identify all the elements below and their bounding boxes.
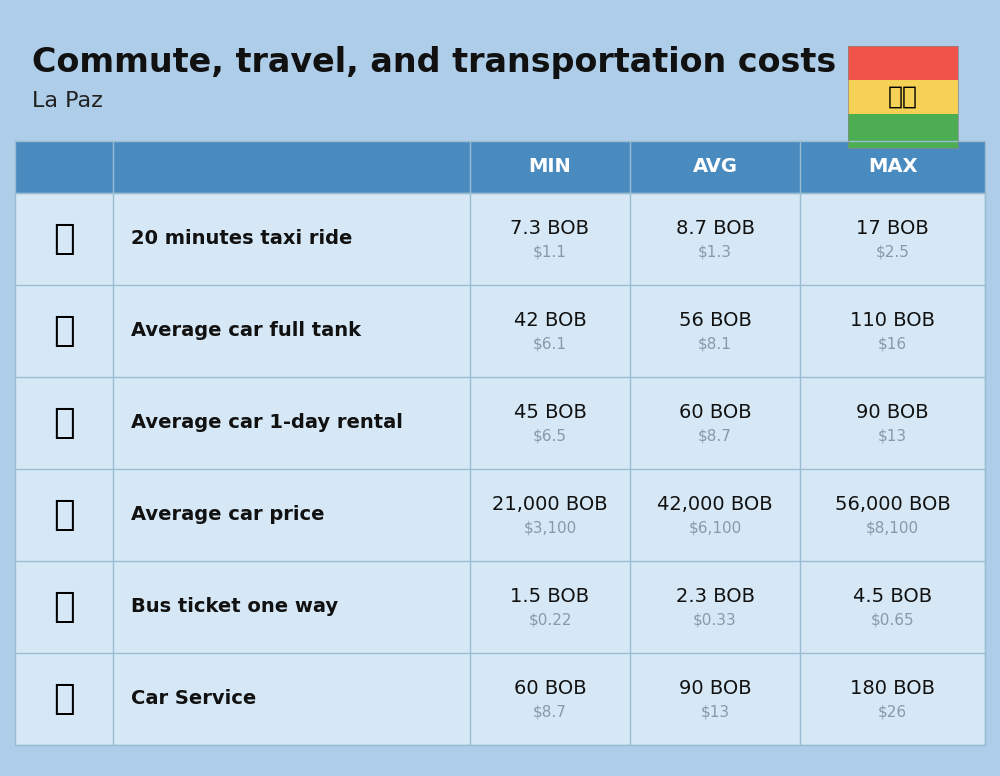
Text: 42 BOB: 42 BOB bbox=[514, 310, 586, 330]
Bar bbox=[848, 46, 958, 80]
Text: Average car 1-day rental: Average car 1-day rental bbox=[131, 414, 403, 432]
Bar bbox=[15, 653, 985, 745]
Bar bbox=[15, 193, 985, 285]
Text: 20 minutes taxi ride: 20 minutes taxi ride bbox=[131, 230, 352, 248]
Text: 🚕: 🚕 bbox=[53, 222, 75, 256]
Text: 90 BOB: 90 BOB bbox=[679, 678, 751, 698]
Text: $6,100: $6,100 bbox=[688, 521, 742, 535]
Text: 110 BOB: 110 BOB bbox=[850, 310, 935, 330]
Text: 21,000 BOB: 21,000 BOB bbox=[492, 494, 608, 514]
Text: 56,000 BOB: 56,000 BOB bbox=[835, 494, 950, 514]
Text: $16: $16 bbox=[878, 337, 907, 352]
Text: $1.1: $1.1 bbox=[533, 244, 567, 259]
Text: $13: $13 bbox=[700, 705, 730, 719]
Text: $8,100: $8,100 bbox=[866, 521, 919, 535]
Text: 🚗: 🚗 bbox=[53, 682, 75, 716]
Text: 1.5 BOB: 1.5 BOB bbox=[510, 587, 590, 605]
Text: 90 BOB: 90 BOB bbox=[856, 403, 929, 421]
Text: 🚙: 🚙 bbox=[53, 406, 75, 440]
Text: 🚌: 🚌 bbox=[53, 590, 75, 624]
Bar bbox=[15, 141, 985, 745]
Bar bbox=[15, 141, 985, 193]
Text: 8.7 BOB: 8.7 BOB bbox=[676, 219, 755, 237]
Text: La Paz: La Paz bbox=[32, 91, 103, 111]
Bar bbox=[848, 114, 958, 148]
Text: $0.33: $0.33 bbox=[693, 612, 737, 628]
Text: 45 BOB: 45 BOB bbox=[514, 403, 586, 421]
Text: 180 BOB: 180 BOB bbox=[850, 678, 935, 698]
Text: Car Service: Car Service bbox=[131, 690, 256, 708]
Text: $26: $26 bbox=[878, 705, 907, 719]
Bar bbox=[15, 561, 985, 653]
Text: Commute, travel, and transportation costs: Commute, travel, and transportation cost… bbox=[32, 46, 836, 79]
Text: $13: $13 bbox=[878, 428, 907, 444]
Bar bbox=[848, 46, 958, 148]
Text: 🚗: 🚗 bbox=[53, 498, 75, 532]
Text: $2.5: $2.5 bbox=[876, 244, 909, 259]
Text: $8.7: $8.7 bbox=[698, 428, 732, 444]
Text: 56 BOB: 56 BOB bbox=[679, 310, 751, 330]
Text: 4.5 BOB: 4.5 BOB bbox=[853, 587, 932, 605]
Text: 7.3 BOB: 7.3 BOB bbox=[511, 219, 590, 237]
Text: Average car price: Average car price bbox=[131, 505, 324, 525]
Text: $0.22: $0.22 bbox=[528, 612, 572, 628]
Text: 60 BOB: 60 BOB bbox=[514, 678, 586, 698]
Text: $6.5: $6.5 bbox=[533, 428, 567, 444]
Text: $8.7: $8.7 bbox=[533, 705, 567, 719]
Text: 60 BOB: 60 BOB bbox=[679, 403, 751, 421]
Text: $8.1: $8.1 bbox=[698, 337, 732, 352]
Text: MIN: MIN bbox=[529, 158, 571, 176]
Text: $3,100: $3,100 bbox=[523, 521, 577, 535]
Text: 42,000 BOB: 42,000 BOB bbox=[657, 494, 773, 514]
Text: $6.1: $6.1 bbox=[533, 337, 567, 352]
Text: Bus ticket one way: Bus ticket one way bbox=[131, 598, 338, 616]
Bar bbox=[15, 469, 985, 561]
Text: 🇧🇴: 🇧🇴 bbox=[888, 85, 918, 109]
Text: $1.3: $1.3 bbox=[698, 244, 732, 259]
Bar bbox=[15, 377, 985, 469]
Text: Average car full tank: Average car full tank bbox=[131, 321, 361, 341]
Text: ⛽: ⛽ bbox=[53, 314, 75, 348]
Bar bbox=[848, 80, 958, 114]
Text: MAX: MAX bbox=[868, 158, 917, 176]
Text: AVG: AVG bbox=[692, 158, 738, 176]
Text: 17 BOB: 17 BOB bbox=[856, 219, 929, 237]
Bar bbox=[15, 285, 985, 377]
Text: $0.65: $0.65 bbox=[871, 612, 914, 628]
Text: 2.3 BOB: 2.3 BOB bbox=[676, 587, 755, 605]
